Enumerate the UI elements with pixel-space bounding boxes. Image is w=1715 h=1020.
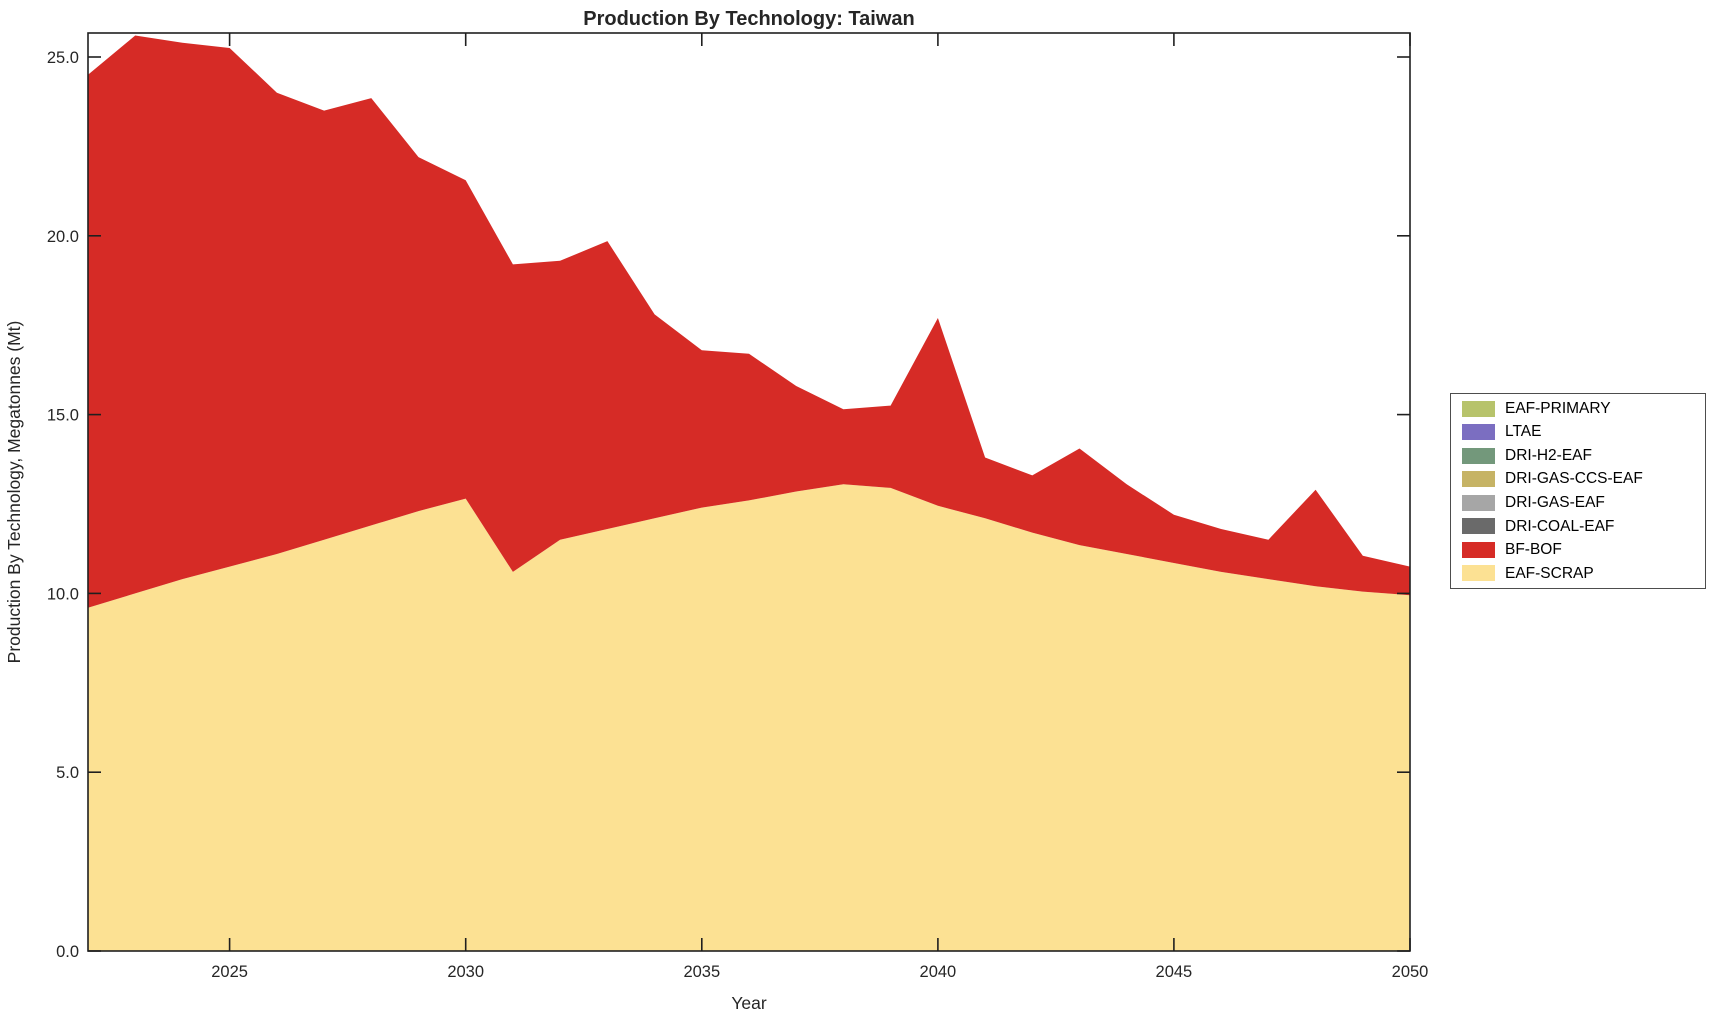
x-tick-label: 2045 xyxy=(1156,963,1193,981)
y-tick-label: 15.0 xyxy=(47,407,79,425)
legend-swatch-dri-gas-eaf xyxy=(1462,494,1495,511)
y-tick-label: 5.0 xyxy=(56,764,79,782)
legend-item: DRI-GAS-CCS-EAF xyxy=(1462,468,1705,490)
legend-swatch-dri-gas-ccs-eaf xyxy=(1462,471,1495,488)
legend-label: BF-BOF xyxy=(1505,541,1562,559)
y-tick-label: 10.0 xyxy=(47,585,79,603)
x-tick-label: 2035 xyxy=(683,963,720,981)
x-tick-label: 2050 xyxy=(1392,963,1429,981)
chart-title: Production By Technology: Taiwan xyxy=(583,8,915,30)
axes-and-ticks xyxy=(87,32,1411,952)
area-eaf-scrap xyxy=(88,484,1410,951)
legend-item: BF-BOF xyxy=(1462,539,1705,561)
x-tick-label: 2030 xyxy=(447,963,484,981)
y-tick-label: 20.0 xyxy=(47,228,79,246)
legend-label: LTAE xyxy=(1505,423,1542,441)
legend-label: DRI-GAS-CCS-EAF xyxy=(1505,470,1643,488)
legend-swatch-dri-coal-eaf xyxy=(1462,518,1495,535)
legend-label: EAF-SCRAP xyxy=(1505,564,1594,582)
legend-item: EAF-SCRAP xyxy=(1462,562,1705,584)
legend-swatch-dri-h2-eaf xyxy=(1462,447,1495,464)
x-tick-label: 2040 xyxy=(920,963,957,981)
y-axis-label: Production By Technology, Megatonnes (Mt… xyxy=(4,321,24,664)
x-tick-label: 2025 xyxy=(211,963,248,981)
legend-item: EAF-PRIMARY xyxy=(1462,398,1705,420)
legend: EAF-PRIMARY LTAE DRI-H2-EAF DRI-GAS-CCS-EAF… xyxy=(1450,393,1706,589)
legend-swatch-bf-bof xyxy=(1462,541,1495,558)
legend-label: EAF-PRIMARY xyxy=(1505,399,1611,417)
y-tick-label: 0.0 xyxy=(56,943,79,961)
stacked-areas xyxy=(88,35,1410,951)
tick-labels: 2025 2030 2035 2040 2045 2050 0.0 5.0 10.0 15.0 20… xyxy=(47,49,1428,981)
x-axis-label: Year xyxy=(731,993,767,1013)
y-tick-label: 25.0 xyxy=(47,49,79,67)
legend-item: DRI-GAS-EAF xyxy=(1462,492,1705,514)
legend-swatch-eaf-scrap xyxy=(1462,565,1495,582)
legend-swatch-ltae xyxy=(1462,424,1495,441)
area-bf-bof xyxy=(88,35,1410,608)
legend-label: DRI-COAL-EAF xyxy=(1505,517,1615,535)
legend-item: LTAE xyxy=(1462,421,1705,443)
legend-label: DRI-GAS-EAF xyxy=(1505,493,1605,511)
legend-item: DRI-COAL-EAF xyxy=(1462,515,1705,537)
axis-frame xyxy=(87,32,1411,952)
legend-swatch-eaf-primary xyxy=(1462,400,1495,417)
legend-label: DRI-H2-EAF xyxy=(1505,446,1592,464)
legend-item: DRI-H2-EAF xyxy=(1462,445,1705,467)
